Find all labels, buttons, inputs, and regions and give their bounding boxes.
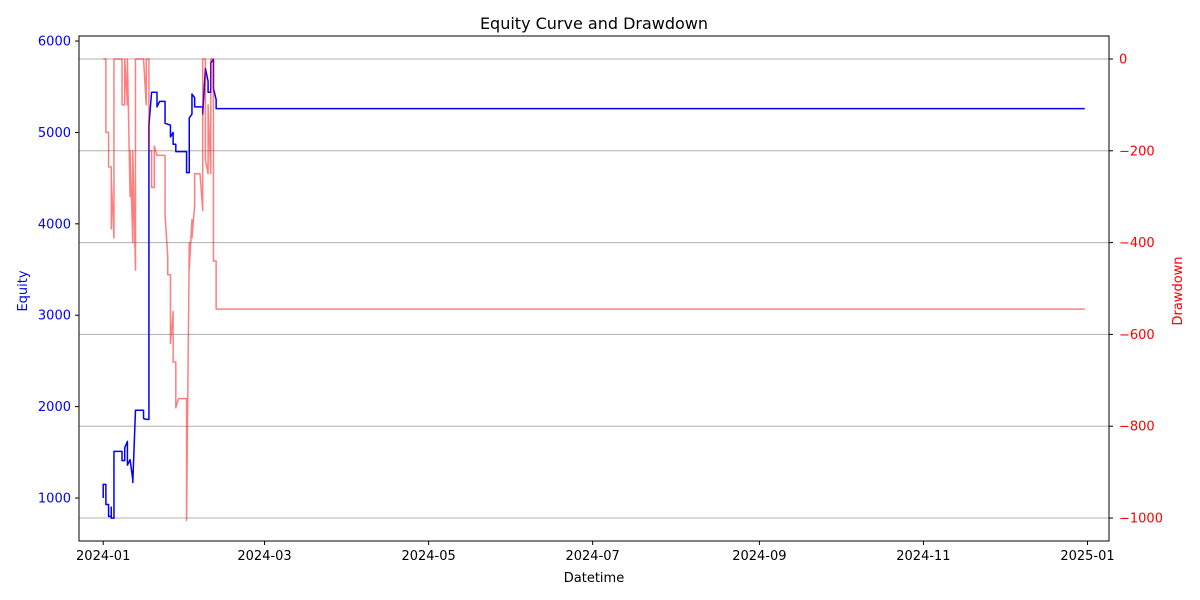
y-axis-drawdown: 0 −200 −400 −600 −800 −1000 [1109, 52, 1163, 527]
chart-title: Equity Curve and Drawdown [480, 14, 708, 33]
y-right-tick-label: −1000 [1119, 512, 1163, 527]
x-tick-label: 2024-01 [76, 549, 130, 564]
y-right-tick-label: −800 [1119, 420, 1155, 435]
x-tick-label: 2024-05 [401, 549, 455, 564]
y-axis-equity: 1000 2000 3000 4000 5000 6000 [38, 35, 79, 507]
y-axis-label-equity: Equity [16, 270, 31, 311]
y-left-tick-label: 3000 [38, 309, 71, 324]
y-left-tick-label: 6000 [38, 35, 71, 50]
series-line-equity [102, 58, 1085, 519]
y-left-tick-label: 4000 [38, 217, 71, 232]
y-right-tick-label: −200 [1119, 144, 1155, 159]
x-tick-label: 2024-03 [237, 549, 291, 564]
x-axis-label: Datetime [564, 571, 624, 586]
series-line-drawdown [103, 58, 1085, 522]
y-right-tick-label: −600 [1119, 328, 1155, 343]
grid-lines [79, 58, 1109, 519]
series-layer [102, 58, 1085, 522]
y-right-tick-label: −400 [1119, 236, 1155, 251]
y-axis-label-drawdown: Drawdown [1171, 256, 1186, 325]
x-tick-label: 2024-11 [896, 549, 950, 564]
x-tick-label: 2024-09 [732, 549, 786, 564]
y-left-tick-label: 1000 [38, 492, 71, 507]
y-left-tick-label: 2000 [38, 400, 71, 415]
x-tick-label: 2025-01 [1060, 549, 1114, 564]
x-axis: 2024-01 2024-03 2024-05 2024-07 2024-09 2024-… [76, 541, 1115, 564]
x-tick-label: 2024-07 [565, 549, 619, 564]
y-right-tick-label: 0 [1119, 52, 1127, 67]
plot-frame [78, 35, 1110, 542]
y-left-tick-label: 5000 [38, 126, 71, 141]
